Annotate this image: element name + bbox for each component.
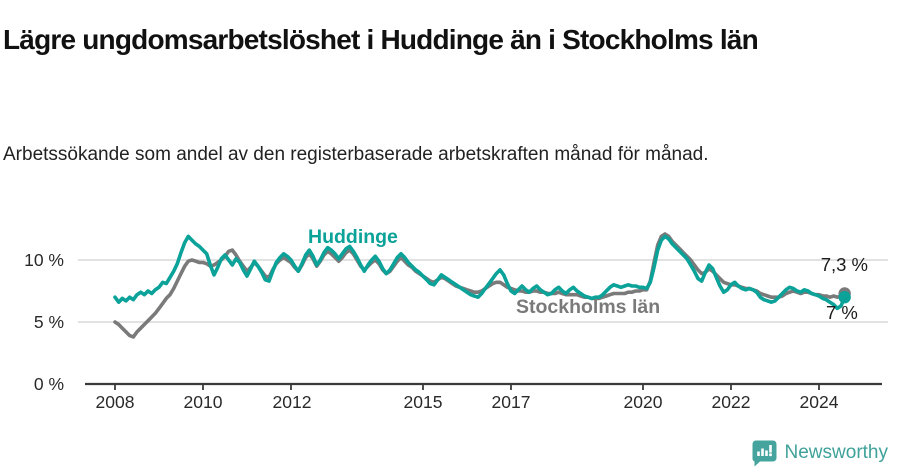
page-subtitle: Arbetssökande som andel av den registerb… [3,144,709,165]
end-value-stockholms-lan: 7,3 % [820,254,868,275]
y-tick-10: 10 % [24,250,64,270]
series-label-stockholms-lan: Stockholms län [516,296,661,318]
newsworthy-brand-text: Newsworthy [784,442,888,463]
x-tick-2022: 2022 [711,392,751,412]
x-tick-2015: 2015 [403,392,443,412]
end-value-huddinge: 7 % [826,302,858,323]
y-tick-5: 5 % [33,312,64,332]
newsworthy-icon [752,440,777,467]
y-tick-0: 0 % [33,374,64,394]
series-label-huddinge: Huddinge [308,226,398,248]
x-tick-2020: 2020 [623,392,663,412]
x-tick-2008: 2008 [95,392,135,412]
x-tick-2012: 2012 [272,392,312,412]
page-title: Lägre ungdomsarbetslöshet i Huddinge än … [3,23,759,55]
x-tick-2024: 2024 [799,392,839,412]
x-tick-2017: 2017 [491,392,531,412]
x-tick-2010: 2010 [183,392,223,412]
newsworthy-logo[interactable]: Newsworthy [751,439,888,467]
